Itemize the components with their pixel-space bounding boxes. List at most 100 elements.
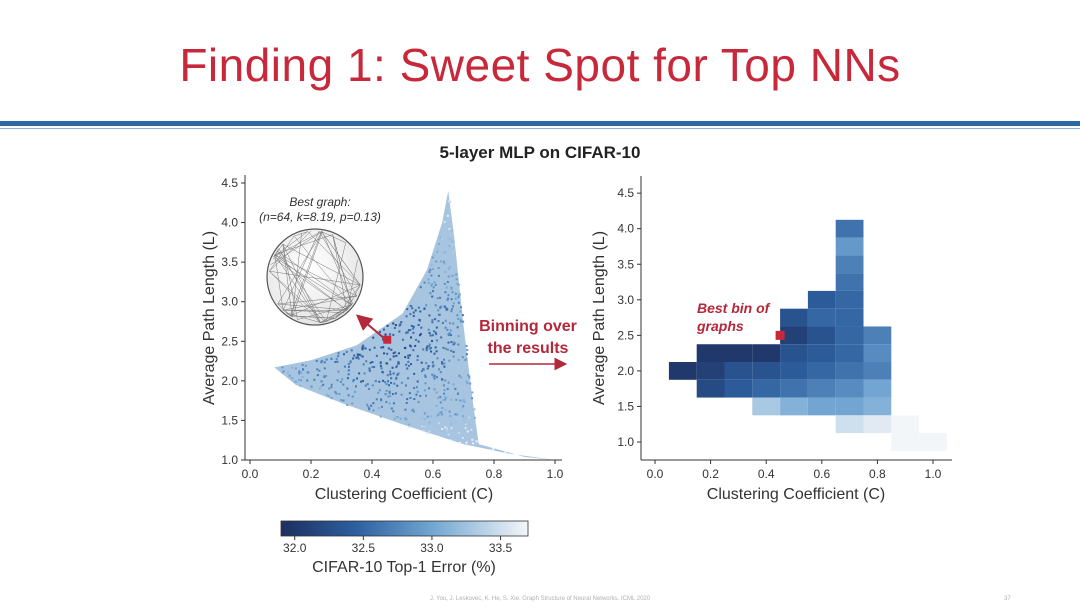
scatter-point (430, 284, 433, 287)
scatter-point (446, 387, 449, 390)
scatter-point (393, 382, 396, 385)
right-heatmap-chart: 0.0 0.2 0.4 0.6 0.8 1.0 1.0 1.5 2.0 2.5 3.0 3.5 4.0… (591, 176, 952, 503)
scatter-point (454, 292, 457, 295)
scatter-point (465, 344, 468, 347)
sphere-edge (290, 284, 361, 317)
scatter-point (434, 283, 437, 286)
slide-title: Finding 1: Sweet Spot for Top NNs (179, 39, 901, 91)
best-graph-sphere-image (266, 228, 364, 326)
scatter-point (432, 286, 435, 289)
scatter-point (395, 377, 398, 380)
sphere-edge (277, 295, 357, 305)
scatter-point (392, 410, 395, 413)
scatter-point (437, 320, 440, 323)
right-x-tick-label: 0.4 (758, 467, 775, 481)
scatter-point (460, 376, 463, 379)
scatter-point (451, 240, 454, 243)
scatter-point (379, 365, 382, 368)
scatter-point (438, 411, 441, 414)
left-y-ticks: 1.0 1.5 2.0 2.5 3.0 3.5 4.0 4.5 (221, 176, 245, 467)
scatter-point (304, 364, 307, 367)
scatter-point (470, 428, 473, 431)
scatter-point (410, 305, 413, 308)
scatter-point (415, 386, 418, 389)
scatter-point (459, 399, 462, 402)
scatter-point (447, 381, 450, 384)
scatter-point (414, 309, 417, 312)
right-x-tick-label: 0.8 (869, 467, 886, 481)
scatter-point (463, 400, 466, 403)
scatter-point (300, 379, 303, 382)
scatter-point (450, 341, 453, 344)
scatter-point (466, 348, 469, 351)
scatter-point (448, 359, 451, 362)
heatmap-bin (780, 326, 808, 345)
scatter-point (315, 359, 318, 362)
title-divider (0, 121, 1080, 126)
scatter-point (361, 355, 364, 358)
scatter-point (430, 350, 433, 353)
scatter-point (438, 422, 441, 425)
left-x-tick-label: 1.0 (547, 467, 564, 481)
scatter-point (428, 345, 431, 348)
scatter-point (425, 349, 428, 352)
scatter-point (357, 357, 360, 360)
scatter-point (451, 229, 454, 232)
right-axes (640, 176, 952, 461)
scatter-point (295, 380, 298, 383)
scatter-point (443, 262, 446, 265)
footer-citation: J. You, J. Leskovec, K. He, S. Xie. Grap… (429, 596, 651, 602)
scatter-point (422, 429, 425, 432)
scatter-point (371, 361, 374, 364)
scatter-point (435, 404, 438, 407)
scatter-point (437, 413, 440, 416)
scatter-point (396, 384, 399, 387)
scatter-point (444, 307, 447, 310)
sphere-edge (282, 231, 320, 311)
scatter-point (424, 375, 427, 378)
scatter-point (462, 405, 465, 408)
scatter-point (368, 408, 371, 411)
heatmap-bin (724, 379, 753, 398)
scatter-point (465, 353, 468, 356)
scatter-point (395, 366, 398, 369)
scatter-point (408, 425, 411, 428)
heatmap-bins (668, 219, 947, 451)
colorbar: 32.0 32.5 33.0 33.5 CIFAR-10 Top-1 Error (%… (280, 520, 529, 576)
scatter-point (454, 421, 457, 424)
scatter-point (390, 381, 393, 384)
scatter-point (457, 294, 460, 297)
scatter-point (370, 404, 373, 407)
scatter-point (343, 365, 346, 368)
scatter-point (462, 415, 465, 418)
scatter-point (451, 291, 454, 294)
scatter-point (382, 338, 385, 341)
heatmap-bin (863, 344, 892, 363)
scatter-point (297, 378, 300, 381)
scatter-point (435, 326, 438, 329)
scatter-point (413, 372, 416, 375)
scatter-point (417, 401, 420, 404)
scatter-point (448, 266, 451, 269)
scatter-point (437, 274, 440, 277)
scatter-point (368, 367, 371, 370)
heatmap-bin (835, 237, 864, 256)
scatter-point (325, 374, 328, 377)
scatter-point (404, 346, 407, 349)
scatter-point (408, 392, 411, 395)
scatter-point (441, 413, 444, 416)
scatter-point (409, 328, 412, 331)
scatter-point (504, 451, 507, 454)
scatter-point (434, 254, 437, 257)
scatter-point (409, 344, 412, 347)
scatter-point (451, 415, 454, 418)
scatter-point (417, 340, 420, 343)
scatter-point (397, 352, 400, 355)
scatter-point (346, 403, 349, 406)
scatter-point (456, 416, 459, 419)
scatter-point (415, 338, 418, 341)
scatter-point (306, 379, 309, 382)
heatmap-bin (863, 415, 892, 434)
scatter-point (409, 396, 412, 399)
scatter-point (441, 406, 444, 409)
